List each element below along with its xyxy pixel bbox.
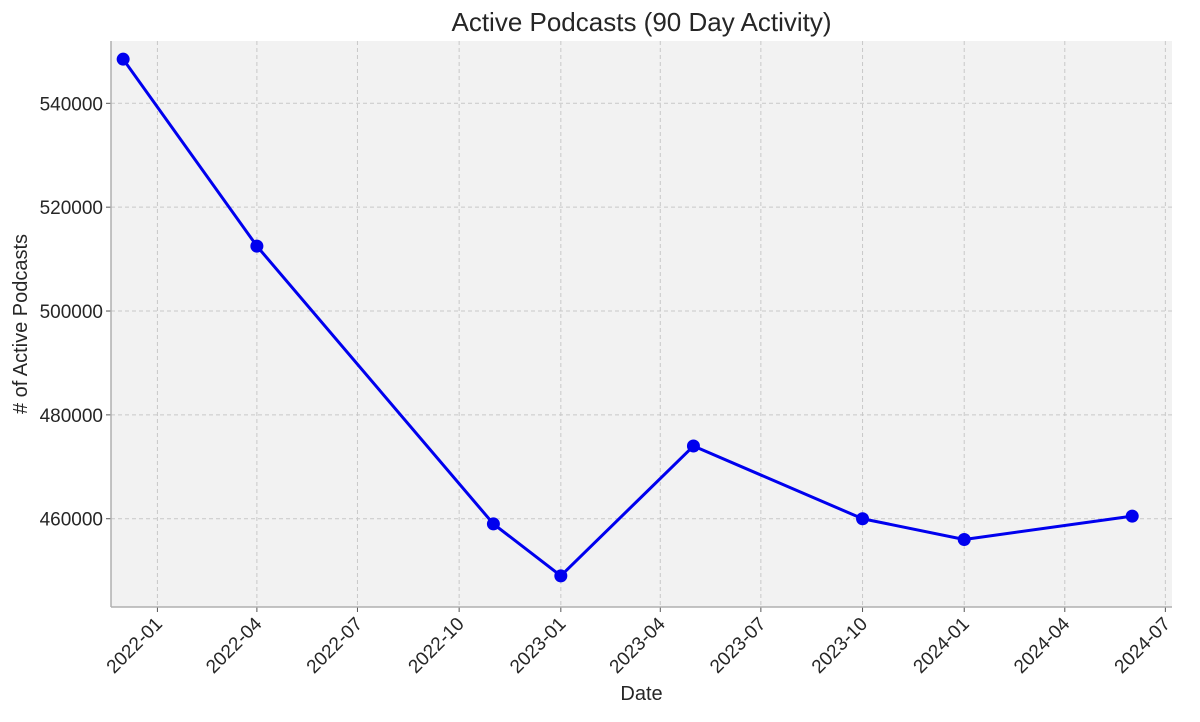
series-line — [121, 58, 1133, 578]
y-axis-title: # of Active Podcasts — [10, 234, 32, 414]
x-tick-label: 2023-01 — [506, 614, 570, 678]
data-point — [1125, 509, 1139, 523]
data-point — [686, 439, 700, 453]
x-tick-label: 2023-07 — [706, 614, 770, 678]
y-tick-label: 520000 — [40, 198, 103, 219]
plot-area — [111, 41, 1172, 607]
x-tick-label: 2022-10 — [405, 614, 469, 678]
data-point — [957, 532, 971, 546]
y-tick-label: 540000 — [40, 94, 103, 115]
y-tick-label: 480000 — [40, 406, 103, 427]
data-point — [856, 512, 870, 526]
data-point — [554, 569, 568, 583]
x-tick-label: 2022-07 — [303, 614, 367, 678]
x-tick-label: 2022-04 — [202, 613, 266, 677]
chart-title: Active Podcasts (90 Day Activity) — [451, 7, 831, 37]
y-tick-label: 500000 — [40, 302, 103, 323]
y-tick-label: 460000 — [40, 510, 103, 531]
x-tick-label: 2022-01 — [103, 614, 167, 678]
data-point — [116, 52, 130, 66]
x-tick-label: 2024-04 — [1010, 613, 1074, 677]
x-axis-title: Date — [620, 683, 662, 705]
x-tick-label: 2024-07 — [1111, 614, 1175, 678]
data-point — [486, 517, 500, 531]
x-tick-label: 2023-10 — [808, 614, 872, 678]
x-tick-label: 2024-01 — [910, 614, 974, 678]
data-point — [250, 239, 264, 253]
series-layer — [116, 52, 1139, 583]
x-tick-label: 2023-04 — [606, 613, 670, 677]
